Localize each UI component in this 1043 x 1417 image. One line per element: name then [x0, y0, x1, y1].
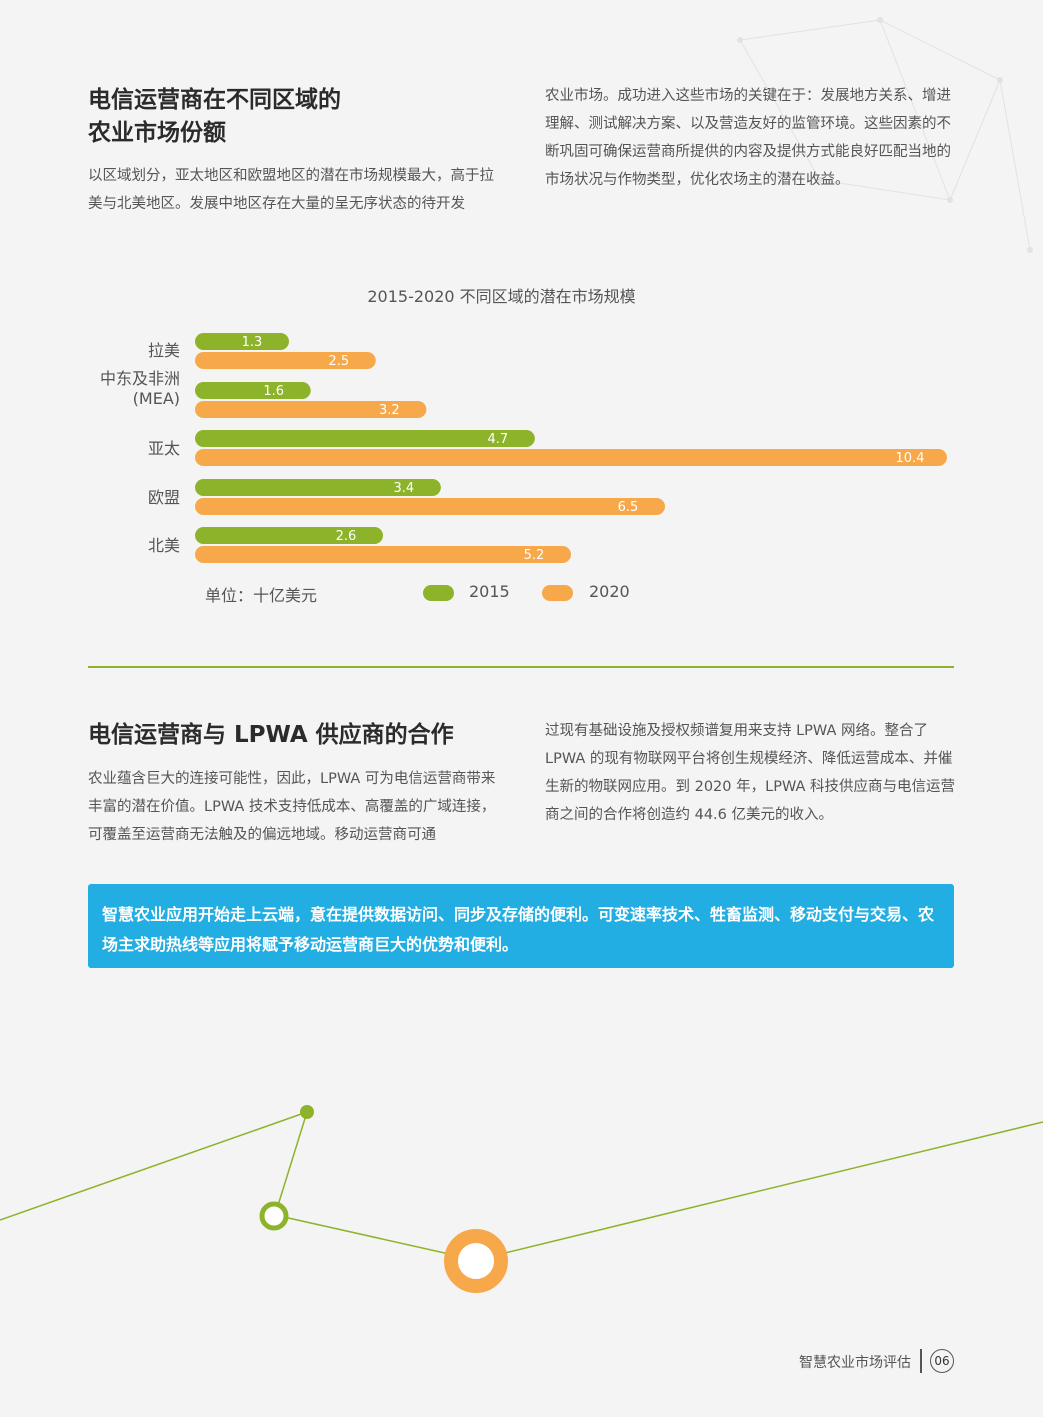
orange-ring: [444, 1229, 508, 1293]
bar-value-label-na-2015: 2.6: [336, 529, 357, 544]
section-title-line2: 农业市场份额: [88, 120, 226, 146]
legend-label-2020: 2020: [589, 582, 630, 601]
bar-eu-2015: [195, 479, 441, 496]
bar-value-label-apac-2020: 10.4: [896, 451, 925, 466]
section2-title: 电信运营商与 LPWA 供应商的合作: [88, 722, 454, 748]
bar-chart: 1.3 2.5 1.6 3.2 4.7 10.4 3.4 6.5 2.6 5.2: [195, 333, 947, 563]
category-label-mea: 中东及非洲 (MEA): [80, 369, 180, 409]
bar-value-label-mea-2015: 1.6: [263, 384, 284, 399]
decorative-network-lines: [0, 1105, 1043, 1293]
category-label-mea-line2: (MEA): [132, 389, 180, 408]
bar-na-2020: [195, 546, 571, 563]
category-label-mea-line1: 中东及非洲: [99, 369, 180, 388]
section-paragraph-right: 农业市场。成功进入这些市场的关键在于：发展地方关系、增进理解、测试解决方案、以及…: [545, 88, 951, 188]
footer-separator: [920, 1349, 922, 1373]
bar-value-label-apac-2015: 4.7: [488, 432, 509, 447]
bar-eu-2020: [195, 498, 665, 515]
section-paragraph-left: 以区域划分，亚太地区和欧盟地区的潜在市场规模最大，高于拉美与北美地区。发展中地区…: [88, 168, 494, 212]
bar-mea-2020: [195, 401, 427, 418]
category-label-na: 北美: [147, 536, 180, 555]
bar-latam-2015: [195, 333, 289, 350]
section2-paragraph-right: 过现有基础设施及授权频谱复用来支持 LPWA 网络。整合了 LPWA 的现有物联…: [545, 723, 956, 823]
category-label-latam: 拉美: [147, 341, 180, 360]
bar-mea-2015: [195, 382, 311, 399]
category-label-apac: 亚太: [147, 439, 180, 458]
bar-latam-2020: [195, 352, 376, 369]
bar-apac-2020: [195, 449, 947, 466]
legend-swatch-2020: [542, 585, 573, 601]
bar-value-label-latam-2015: 1.3: [242, 335, 263, 350]
bar-na-2015: [195, 527, 383, 544]
category-label-eu: 欧盟: [147, 488, 180, 507]
section-title: 电信运营商在不同区域的: [88, 87, 341, 113]
section-divider: [88, 666, 954, 668]
legend-swatch-2015: [423, 585, 454, 601]
bar-value-label-eu-2020: 6.5: [618, 500, 639, 515]
bar-value-label-mea-2020: 3.2: [379, 403, 400, 418]
chart-unit-label: 单位：十亿美元: [205, 586, 318, 605]
bar-value-label-eu-2015: 3.4: [394, 481, 415, 496]
footer-title: 智慧农业市场评估: [799, 1355, 911, 1371]
small-green-dot: [300, 1105, 314, 1119]
green-ring: [259, 1201, 289, 1231]
chart-title: 2015-2020 不同区域的潜在市场规模: [367, 287, 636, 306]
legend-label-2015: 2015: [469, 582, 510, 601]
bar-apac-2015: [195, 430, 535, 447]
page-number: 06: [930, 1349, 954, 1373]
bar-value-label-latam-2020: 2.5: [328, 354, 349, 369]
background-network-decoration: [737, 17, 1033, 253]
section2-paragraph-left: 农业蕴含巨大的连接可能性，因此，LPWA 可为电信运营商带来丰富的潜在价值。LP…: [88, 771, 496, 843]
highlight-callout: 智慧农业应用开始走上云端，意在提供数据访问、同步及存储的便利。可变速率技术、牲畜…: [88, 884, 954, 968]
bar-value-label-na-2020: 5.2: [524, 548, 545, 563]
